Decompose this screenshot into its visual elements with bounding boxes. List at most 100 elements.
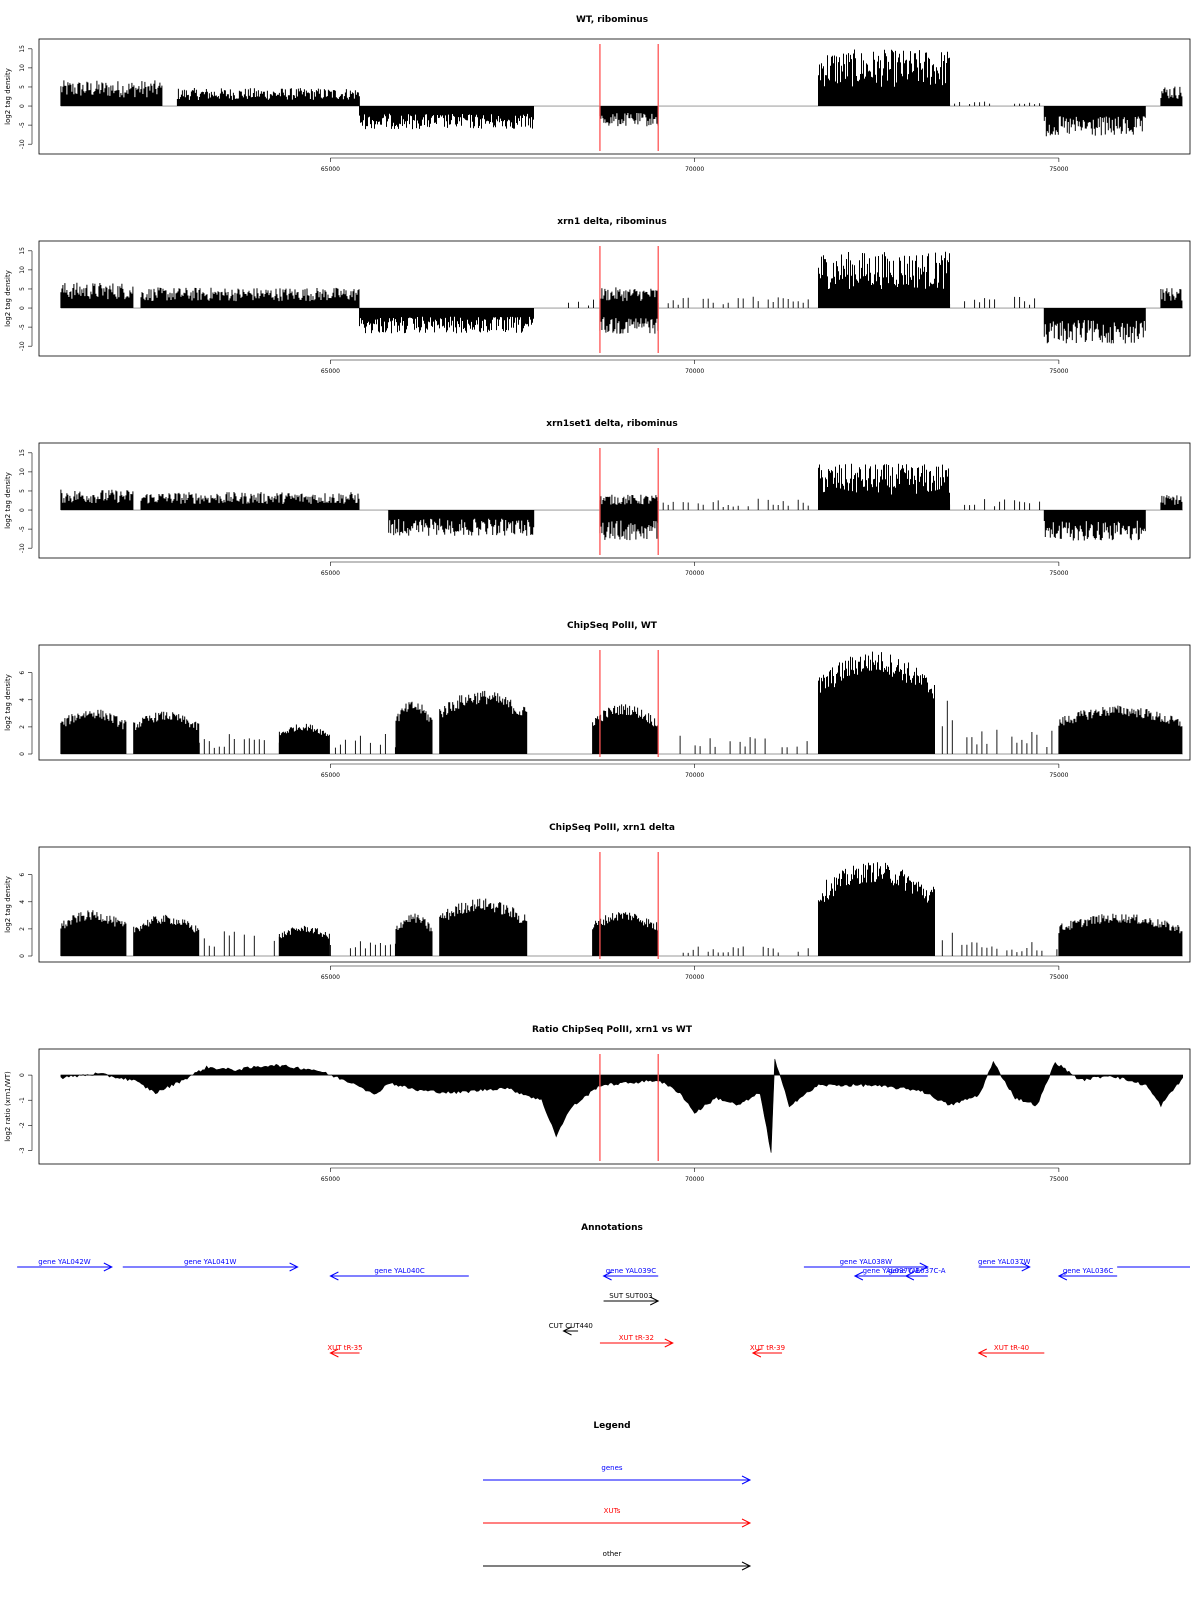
y-tick-label: 15 — [19, 45, 26, 53]
track-panel: ChipSeq PolII, WT 0 2 4 6 log2 tag density 650… — [4, 621, 1191, 779]
annotation-other: SUT SUT003 — [603, 1292, 660, 1306]
y-tick-label: -10 — [19, 341, 26, 351]
feature-label: gene YAL040C — [374, 1267, 425, 1275]
annotation-features: gene YAL042W gene YAL041W gene YAL040C gene… — [17, 1258, 1190, 1358]
y-tick-label: 15 — [19, 247, 26, 255]
y-tick-label: 5 — [19, 85, 26, 89]
plot-frame — [38, 38, 1191, 155]
x-tick-label: 70000 — [685, 368, 704, 375]
bar-series — [439, 690, 528, 754]
y-tick-label: 4 — [19, 900, 26, 904]
bar-series — [568, 299, 594, 308]
legend-entry: genes — [483, 1464, 752, 1485]
y-tick-label: 2 — [19, 927, 26, 931]
bar-series — [395, 913, 433, 956]
y-tick-label: 10 — [19, 468, 26, 476]
y-tick-label: 0 — [19, 1073, 26, 1077]
x-tick-label: 65000 — [321, 166, 340, 173]
arrowhead-left-icon — [1057, 1271, 1068, 1281]
bar-series — [599, 510, 659, 541]
legend-label: genes — [601, 1464, 622, 1472]
panel-title: ChipSeq PolII, WT — [567, 621, 658, 631]
bar-series — [592, 704, 659, 754]
legend-label: other — [603, 1550, 622, 1558]
bar-series — [176, 88, 360, 106]
y-tick-label: 10 — [19, 64, 26, 72]
bar-series — [657, 296, 809, 308]
y-tick-label: 6 — [19, 873, 26, 877]
bar-series — [60, 282, 134, 308]
bar-series — [334, 734, 396, 754]
x-tick-label: 75000 — [1049, 772, 1068, 779]
bar-series — [781, 741, 808, 754]
y-tick-label: 5 — [19, 287, 26, 291]
panel-title: xrn1 delta, ribominus — [557, 217, 666, 227]
x-tick-label: 65000 — [321, 1176, 340, 1183]
bar-series — [1043, 308, 1146, 344]
bar-series — [1043, 106, 1146, 137]
y-tick-label: 0 — [19, 752, 26, 756]
y-tick-label: -10 — [19, 543, 26, 553]
bar-series — [133, 711, 200, 754]
annotation-xut: XUT tR-35 — [327, 1344, 363, 1358]
y-tick-label: 15 — [19, 449, 26, 457]
track-panel: xrn1 delta, ribominus -10 -5 0 5 10 15 log2 tag… — [4, 217, 1191, 375]
panel-title: xrn1set1 delta, ribominus — [546, 419, 677, 429]
x-tick-label: 70000 — [685, 772, 704, 779]
arrowhead-right-icon — [289, 1262, 299, 1272]
arrowhead-right-icon — [741, 1518, 752, 1528]
bar-series — [1160, 288, 1183, 308]
plot-frame — [38, 240, 1191, 357]
y-tick-label: 5 — [19, 489, 26, 493]
feature-label: gene YAL041W — [184, 1258, 237, 1266]
y-tick-label: 0 — [19, 954, 26, 958]
annotation-xut: XUT tR-39 — [750, 1344, 785, 1358]
bar-series — [329, 941, 396, 956]
x-tick-label: 70000 — [685, 974, 704, 981]
y-tick-label: 0 — [19, 306, 26, 310]
y-axis-label: log2 tag density — [4, 270, 12, 327]
bar-series — [818, 251, 950, 308]
annotation-xut: XUT tR-32 — [599, 1334, 674, 1348]
annotations-title: Annotations — [581, 1223, 643, 1233]
bar-series — [949, 296, 1036, 308]
panel-title: Ratio ChipSeq PolII, xrn1 vs WT — [532, 1025, 693, 1035]
annotation-gene: gene YAL037C-A — [888, 1267, 946, 1281]
bar-series — [966, 729, 1053, 754]
bar-series — [1160, 86, 1183, 106]
bar-series — [592, 912, 659, 956]
bar-series — [1043, 510, 1146, 541]
legend-panel: Legend genes XUTs other — [483, 1421, 752, 1571]
feature-label: gene YAL042W — [38, 1258, 91, 1266]
legend-entry: other — [483, 1550, 752, 1571]
legend-label: XUTs — [604, 1507, 621, 1515]
arrowhead-left-icon — [751, 1348, 762, 1358]
annotation-gene: gene YAL039C — [602, 1267, 659, 1281]
annotation-other: CUT CUT440 — [549, 1322, 593, 1336]
bar-series — [599, 106, 659, 127]
bar-series — [133, 914, 200, 956]
bar-series — [818, 651, 935, 754]
bar-series — [941, 932, 953, 956]
bar-series — [439, 898, 528, 956]
bar-series — [599, 308, 659, 334]
bar-series — [140, 287, 360, 308]
x-tick-label: 65000 — [321, 772, 340, 779]
arrowhead-left-icon — [329, 1271, 339, 1281]
y-axis-label: log2 tag density — [4, 876, 12, 933]
bar-series — [1058, 913, 1183, 956]
feature-label: XUT tR-40 — [994, 1344, 1029, 1352]
bar-series — [657, 498, 809, 510]
bar-series — [961, 942, 1058, 956]
x-tick-label: 70000 — [685, 570, 704, 577]
track-panel: WT, ribominus -10 -5 0 5 10 15 log2 tag density… — [4, 15, 1191, 173]
arrowhead-right-icon — [103, 1262, 113, 1272]
x-tick-label: 70000 — [685, 1176, 704, 1183]
x-tick-label: 75000 — [1049, 368, 1068, 375]
x-tick-label: 65000 — [321, 368, 340, 375]
x-tick-label: 75000 — [1049, 974, 1068, 981]
track-panel: Ratio ChipSeq PolII, xrn1 vs WT -3 -2 -1 0 lo… — [4, 1025, 1191, 1183]
y-tick-label: -3 — [19, 1147, 26, 1153]
bar-series — [818, 49, 950, 106]
